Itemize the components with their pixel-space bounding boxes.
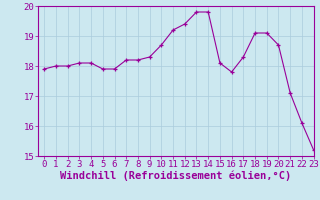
X-axis label: Windchill (Refroidissement éolien,°C): Windchill (Refroidissement éolien,°C) (60, 171, 292, 181)
